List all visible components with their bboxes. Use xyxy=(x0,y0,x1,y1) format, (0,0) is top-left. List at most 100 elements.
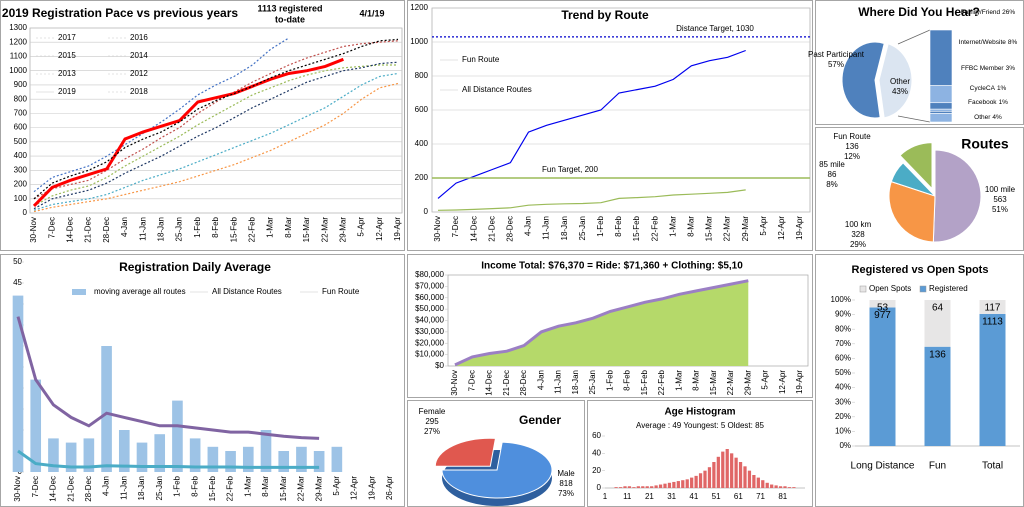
bar-segment xyxy=(979,300,1006,314)
category-label: CycleCA xyxy=(970,85,996,92)
x-tick-label: 14-Dec xyxy=(66,217,75,243)
x-tick-label: 11-Jan xyxy=(542,216,551,240)
legend-label: 2012 xyxy=(130,69,148,78)
y-tick-label: 50% xyxy=(835,368,851,377)
data-label: Facebook 1% xyxy=(968,99,1008,106)
y-tick-label: 70% xyxy=(835,339,851,348)
data-label: 136 xyxy=(929,349,946,360)
legend-label: 2019 xyxy=(58,87,76,96)
x-tick-label: 1-Mar xyxy=(266,217,275,238)
line-series xyxy=(437,49,746,199)
x-tick-label: 22-Mar xyxy=(723,216,732,242)
x-tick-label: 15-Feb xyxy=(632,215,641,241)
bar xyxy=(614,487,618,488)
bar xyxy=(618,487,623,488)
legend-label: Fun Route xyxy=(462,55,500,64)
data-label: 29% xyxy=(850,240,866,249)
data-label: Female xyxy=(419,407,446,416)
bar xyxy=(743,466,747,488)
data-label: 12% xyxy=(844,152,860,161)
bar xyxy=(681,480,685,488)
bar xyxy=(778,486,783,488)
x-tick-label: 15-Mar xyxy=(705,216,714,242)
bar xyxy=(654,485,658,488)
y-tick-label: 40 xyxy=(592,448,601,457)
bar xyxy=(672,481,676,488)
x-tick-label: 8-Mar xyxy=(687,216,696,237)
annotation: 1113 registered xyxy=(257,3,322,13)
y-tick-label: 90% xyxy=(835,310,851,319)
bar xyxy=(658,484,663,488)
y-tick-label: 1300 xyxy=(9,23,27,32)
x-tick-label: 8-Mar xyxy=(692,370,701,391)
y-tick-label: 1200 xyxy=(9,37,27,46)
bar xyxy=(787,487,792,488)
bar xyxy=(756,477,760,488)
bar-segment xyxy=(929,108,953,112)
x-tick-label: Long Distance xyxy=(851,461,915,472)
value-label: 1% xyxy=(999,99,1009,106)
data-label: 328 xyxy=(851,230,865,239)
bar xyxy=(694,475,698,488)
bar-segment xyxy=(929,113,953,123)
x-tick-label: 28-Dec xyxy=(102,217,111,243)
x-tick-label: 18-Jan xyxy=(571,370,580,394)
x-tick-label: 41 xyxy=(689,492,698,501)
x-tick-label: 12-Apr xyxy=(777,216,786,240)
bar xyxy=(641,486,645,488)
y-tick-label: 400 xyxy=(415,139,429,148)
x-tick-label: 7-Dec xyxy=(47,217,56,238)
x-tick-label: Fun xyxy=(929,461,946,472)
x-tick-label: 19-Apr xyxy=(393,217,402,241)
y-tick-label: 100% xyxy=(831,295,851,304)
x-tick-label: 81 xyxy=(778,492,787,501)
x-tick-label: 15-Mar xyxy=(709,370,718,396)
y-tick-label: 500 xyxy=(14,137,28,146)
x-tick-label: 18-Jan xyxy=(157,217,166,241)
line-series xyxy=(33,61,399,210)
chart-title: Trend by Route xyxy=(561,8,649,22)
x-tick-label: 8-Mar xyxy=(284,217,293,238)
bar xyxy=(774,485,778,488)
legend-swatch xyxy=(72,289,86,295)
data-label: Other 4% xyxy=(974,114,1002,121)
x-tick-label: 1-Feb xyxy=(605,369,614,390)
data-label: CycleCA 1% xyxy=(970,85,1007,92)
data-label: 27% xyxy=(424,427,440,436)
y-tick-label: $50,000 xyxy=(415,304,444,313)
data-label: 64 xyxy=(932,303,944,314)
x-tick-label: 30-Nov xyxy=(13,476,22,502)
x-tick-label: 7-Dec xyxy=(451,216,460,237)
x-tick-label: 12-Apr xyxy=(778,370,787,394)
y-tick-label: 60 xyxy=(592,431,601,440)
x-tick-label: 22-Mar xyxy=(297,476,306,502)
bar xyxy=(703,470,707,488)
x-tick-label: 19-Apr xyxy=(795,370,804,394)
bar xyxy=(313,451,325,472)
y-tick-label: 40% xyxy=(835,383,851,392)
y-tick-label: 600 xyxy=(14,123,28,132)
bar-segment xyxy=(929,111,953,114)
bar xyxy=(667,482,672,488)
bar xyxy=(792,487,796,488)
x-tick-label: 29-Mar xyxy=(743,370,752,396)
y-tick-label: $10,000 xyxy=(415,350,444,359)
x-tick-label: Total xyxy=(982,461,1003,472)
x-tick-label: 7-Dec xyxy=(31,476,40,497)
data-label: 117 xyxy=(985,303,1001,314)
legend-label: 2013 xyxy=(58,69,76,78)
legend-label: Registered xyxy=(929,284,968,293)
data-label: Male xyxy=(557,469,575,478)
chart-title: 2019 Registration Pace vs previous years xyxy=(2,6,238,20)
legend-label: All Distance Routes xyxy=(462,85,532,94)
x-tick-label: 25-Jan xyxy=(155,476,164,500)
bar xyxy=(738,462,743,488)
legend-label: 2018 xyxy=(130,87,148,96)
x-tick-label: 22-Feb xyxy=(657,369,666,395)
x-tick-label: 29-Mar xyxy=(314,476,323,502)
x-tick-label: 1-Feb xyxy=(193,216,202,237)
data-label: 100 mile xyxy=(985,185,1016,194)
x-tick-label: 11-Jan xyxy=(554,370,563,394)
x-tick-label: 14-Dec xyxy=(485,370,494,396)
x-tick-label: 11-Jan xyxy=(138,217,147,241)
